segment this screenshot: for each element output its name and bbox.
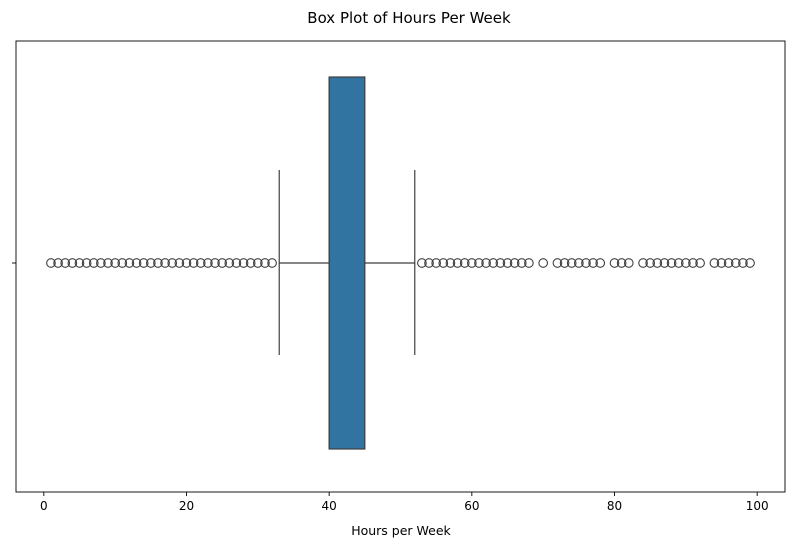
outlier-point [145, 258, 156, 268]
outlier-point [81, 258, 92, 268]
x-tick-label: 60 [464, 499, 479, 513]
outlier-point [738, 258, 748, 268]
box-iqr [328, 76, 366, 450]
outlier-point [524, 258, 534, 268]
outlier-point [474, 258, 484, 268]
outlier-point [46, 258, 56, 268]
x-tick-label: 80 [607, 499, 622, 513]
outlier-point [723, 258, 734, 268]
outlier-point [445, 258, 456, 268]
outlier-point [481, 258, 491, 268]
outlier-point [588, 258, 598, 268]
outlier-point [267, 258, 277, 268]
outlier-point [652, 258, 663, 268]
outlier-point [174, 258, 185, 268]
outlier-point [110, 258, 121, 268]
outlier-point [502, 258, 513, 268]
outlier-point [260, 258, 270, 268]
outlier-point [53, 258, 63, 268]
outlier-point [581, 258, 591, 268]
outlier-point [659, 258, 670, 268]
outlier-point [67, 258, 78, 268]
outlier-point [224, 258, 235, 268]
outlier-point [716, 258, 727, 268]
outlier-point [609, 258, 620, 268]
outlier-point [417, 258, 427, 268]
outlier-point [160, 258, 170, 268]
axes-frame [15, 40, 786, 493]
outlier-point [238, 258, 249, 268]
outlier-point [566, 258, 577, 268]
outlier-point [88, 258, 99, 268]
outlier-point [666, 258, 677, 268]
outlier-point [459, 258, 470, 268]
outlier-point [680, 258, 691, 268]
outlier-point [438, 258, 449, 268]
chart-title: Box Plot of Hours Per Week [307, 9, 511, 27]
x-tick-label: 40 [322, 499, 337, 513]
outlier-point [117, 258, 128, 268]
outlier-point [167, 258, 178, 268]
outlier-point [138, 258, 149, 268]
outlier-point [252, 258, 263, 268]
outlier-point [203, 258, 213, 268]
outlier-point [431, 258, 442, 268]
outlier-point [688, 258, 698, 268]
outlier-point [424, 258, 434, 268]
outlier-point [552, 258, 563, 268]
outlier-point [509, 258, 520, 268]
outlier-point [645, 258, 656, 268]
outlier-point [217, 258, 228, 268]
outlier-point [559, 258, 570, 268]
outlier-point [153, 258, 163, 268]
outlier-point [695, 258, 705, 268]
x-tick-label: 0 [40, 499, 48, 513]
outlier-point [452, 258, 463, 268]
outlier-point [673, 258, 684, 268]
x-tick-label: 100 [746, 499, 769, 513]
outlier-point [573, 258, 584, 268]
outlier-point [745, 258, 755, 268]
outlier-point [103, 258, 113, 268]
outlier-point [74, 258, 85, 268]
x-tick-label: 20 [179, 499, 194, 513]
outlier-point [595, 258, 606, 268]
outlier-point [231, 258, 242, 268]
outlier-point [210, 258, 220, 268]
outlier-point [181, 258, 192, 268]
outlier-point [466, 258, 477, 268]
outlier-point [616, 258, 627, 268]
outlier-point [195, 258, 206, 268]
outlier-point [60, 258, 71, 268]
outlier-point [188, 258, 199, 268]
outlier-point [538, 258, 549, 268]
outlier-point [516, 258, 527, 268]
outlier-point [488, 258, 499, 268]
outlier-point [96, 258, 106, 268]
plot-area: 0 20 40 60 80 100 [12, 40, 786, 513]
outlier-point [495, 258, 506, 268]
outlier-point [638, 258, 648, 268]
outlier-point [730, 258, 741, 268]
outlier-point [124, 258, 135, 268]
x-axis-label: Hours per Week [351, 523, 451, 538]
outlier-point [623, 258, 634, 268]
outlier-point [709, 258, 720, 268]
outlier-point [245, 258, 256, 268]
outlier-point [131, 258, 142, 268]
